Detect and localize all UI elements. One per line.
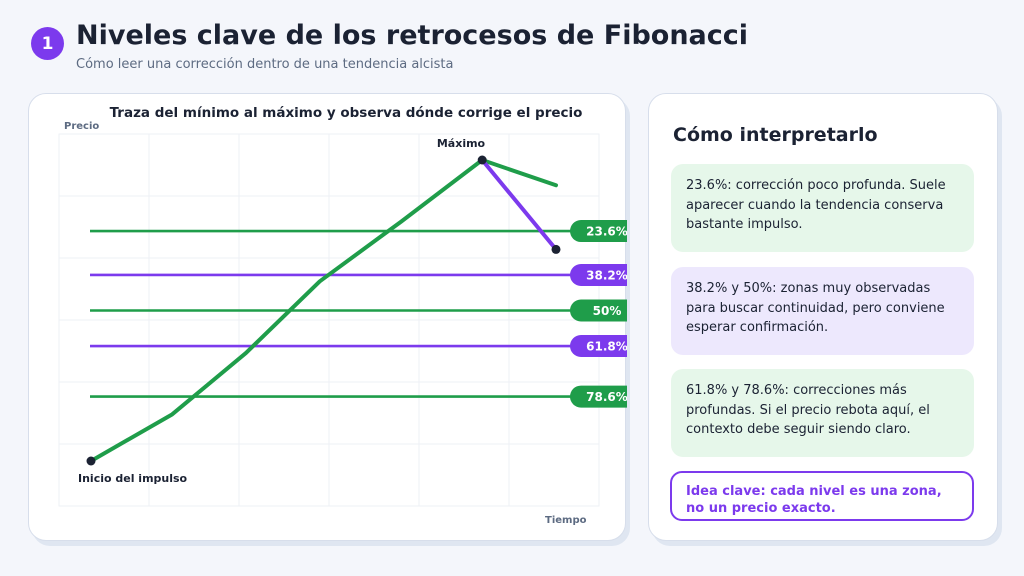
x-axis-label: Tiempo (545, 515, 587, 526)
chart-title: Traza del mínimo al máximo y observa dón… (110, 105, 583, 121)
chart-grid (58, 133, 600, 507)
peak-label: Máximo (437, 137, 486, 150)
fib-level-badge (570, 263, 627, 286)
fib-levels: 23.6% 38.2% 50% 61.8% 78.6% (90, 220, 627, 408)
fib-level-label: 78.6% (586, 390, 627, 404)
fib-level-label: 23.6% (586, 225, 627, 239)
fib-level-badge (570, 385, 627, 408)
page-title: Niveles clave de los retrocesos de Fibon… (76, 20, 749, 51)
y-axis-label: Precio (64, 121, 99, 132)
fib-level-label: 38.2% (586, 268, 627, 282)
fib-level-badge (570, 335, 627, 358)
page-subtitle: Cómo leer una corrección dentro de una t… (76, 57, 454, 72)
interpretation-card: Cómo interpretarlo 23.6%: corrección poc… (648, 93, 998, 541)
note-shallow: 23.6%: corrección poco profunda. Suele a… (671, 164, 974, 252)
peak-point (477, 155, 487, 165)
price-paths (86, 155, 561, 466)
note-deep: 61.8% y 78.6%: correcciones más profunda… (671, 369, 974, 457)
step-number-badge: 1 (31, 27, 64, 60)
retracement-line (480, 158, 558, 252)
fib-level-badge (570, 220, 627, 243)
fib-level-label: 50% (593, 304, 622, 318)
fib-level-label: 61.8% (586, 340, 627, 354)
note-middle: 38.2% y 50%: zonas muy observadas para b… (671, 267, 974, 355)
start-point (86, 456, 96, 466)
fib-level-badge (570, 299, 627, 322)
chart-card: Traza del mínimo al máximo y observa dón… (28, 93, 627, 541)
retracement-end-point (551, 244, 561, 254)
interpretation-title: Cómo interpretarlo (673, 124, 878, 146)
fibonacci-chart: Traza del mínimo al máximo y observa dón… (58, 105, 627, 526)
key-idea-box: Idea clave: cada nivel es una zona, no u… (670, 471, 974, 521)
start-label: Inicio del impulso (78, 472, 188, 485)
